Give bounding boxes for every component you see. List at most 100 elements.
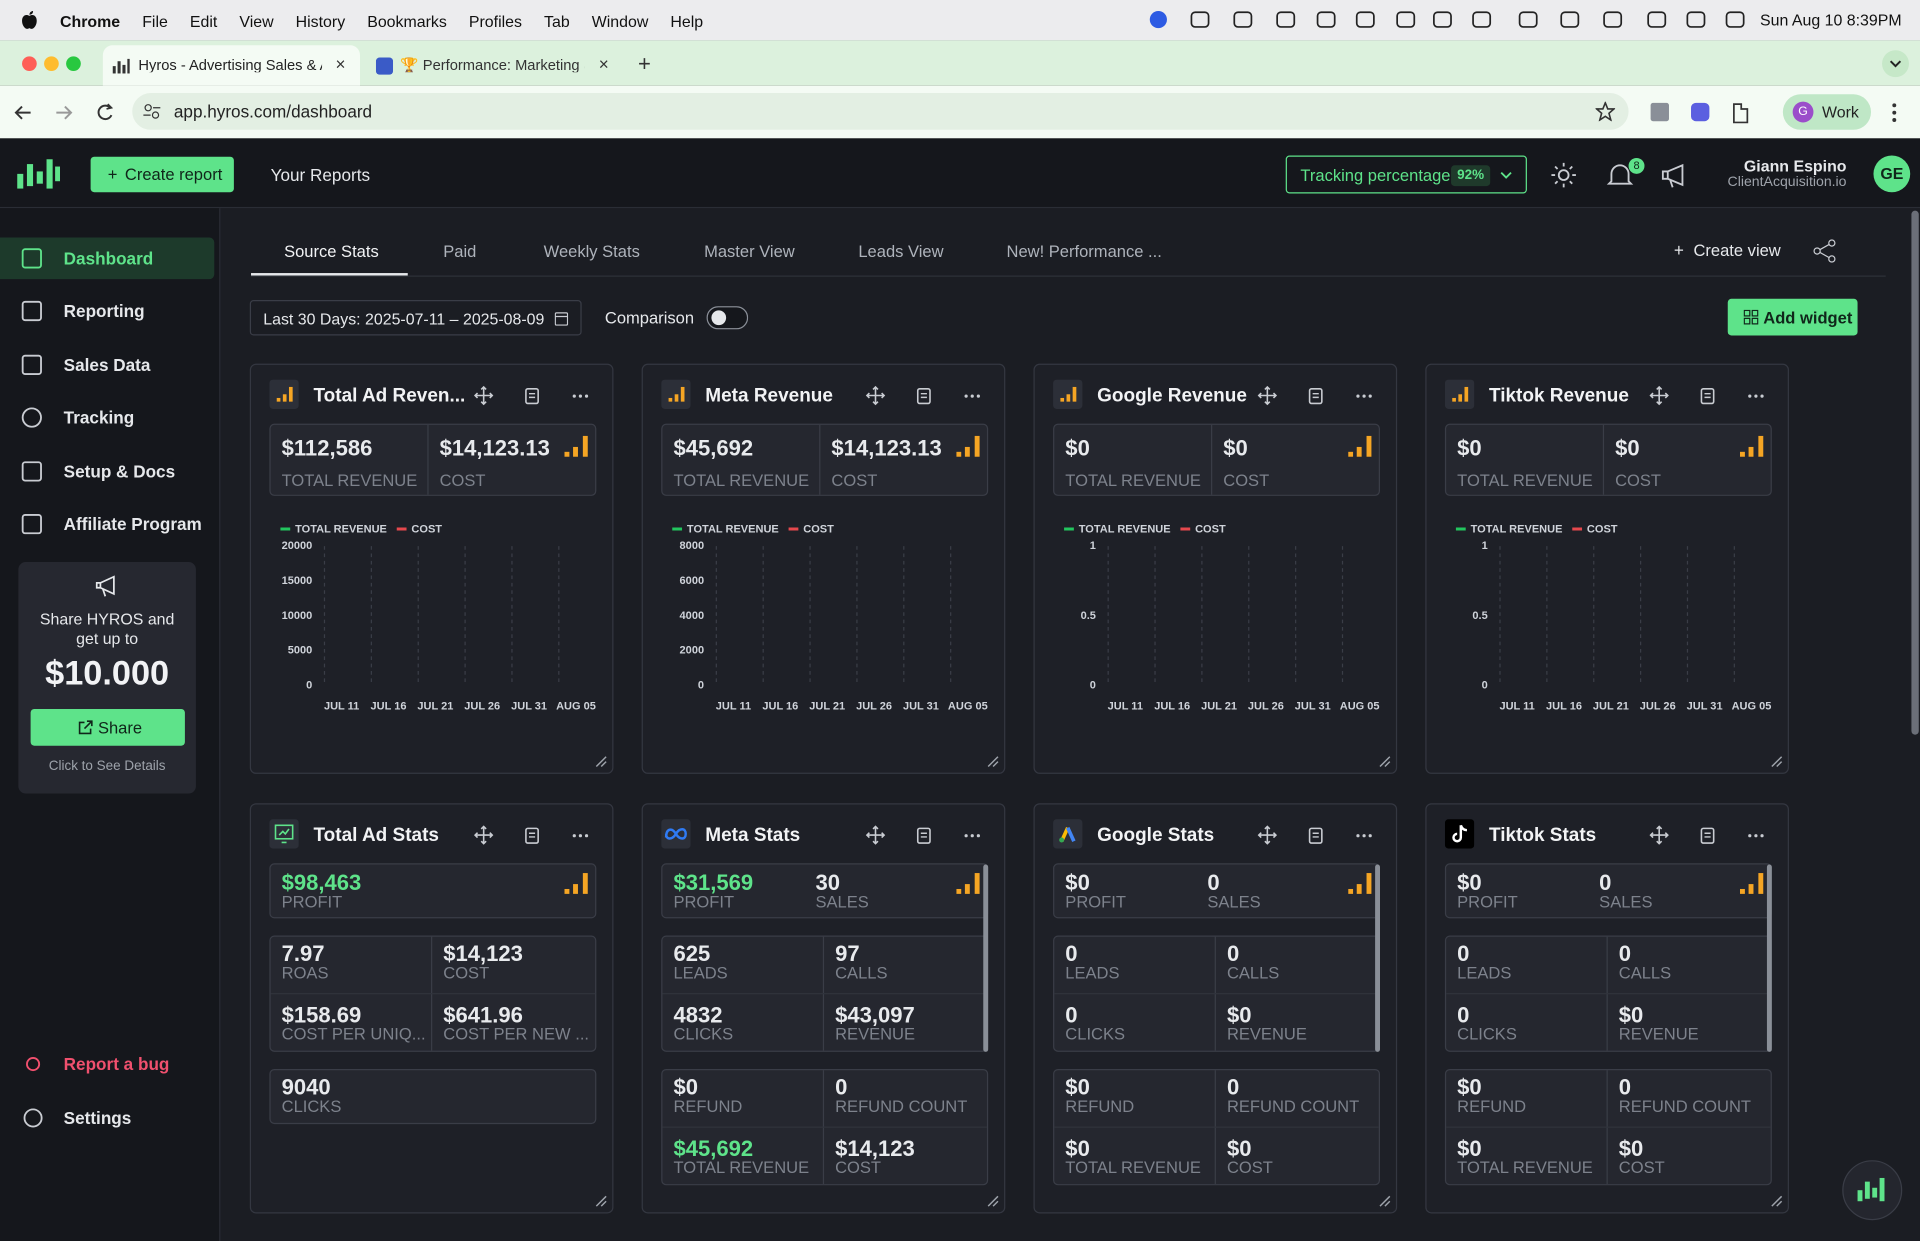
header-icons[interactable] [1550,162,1697,189]
nav-item[interactable]: Affiliate Program [0,503,214,545]
menu-dot[interactable] [970,394,974,398]
notes-icon[interactable] [1700,387,1715,405]
move-icon[interactable] [1257,825,1278,845]
notes-icon[interactable] [525,827,539,844]
resize-handle[interactable] [1769,1194,1784,1209]
menu-dot[interactable] [1356,394,1360,398]
menu-dot[interactable] [578,834,583,838]
move-icon[interactable] [473,385,494,406]
tab-search[interactable] [1881,49,1910,78]
menu-dot[interactable] [976,394,980,398]
menu-item[interactable]: File [142,12,168,31]
move-icon[interactable] [1649,825,1669,845]
date-range[interactable]: Last 30 Days: 2025-07-11 – 2025-08-09 [249,300,582,336]
menu-item[interactable]: Window [591,12,649,31]
menu-item[interactable]: Edit [189,12,218,31]
tab[interactable]: 🏆 Performance: Marketing & × [367,45,618,85]
create-view[interactable]: Create view [1693,241,1781,260]
move-icon[interactable] [865,825,886,845]
widget-tools[interactable] [471,384,593,406]
menu-item[interactable]: View [239,12,274,31]
hyros-logo[interactable] [17,159,61,191]
menu-dot[interactable] [1356,834,1360,838]
nav-item[interactable]: Sales Data [0,344,214,386]
promo-note[interactable]: Click to See Details [48,759,166,774]
move-icon[interactable] [1649,385,1669,406]
site-info[interactable] [143,103,161,120]
menu-dot[interactable] [1362,394,1366,398]
bookmark-star[interactable] [1595,101,1616,122]
menu-dot[interactable] [584,834,589,838]
omnibox[interactable]: app.hyros.com/dashboard [132,93,1629,130]
nav-item[interactable]: Dashboard [0,237,215,280]
chrome-menu[interactable] [1888,100,1900,124]
widget-tools[interactable] [1647,824,1769,846]
menu-dot[interactable] [1748,394,1752,398]
resize-handle[interactable] [986,1194,1001,1209]
tracking-percentage[interactable]: Tracking percentage 92% [1285,155,1527,194]
app-name[interactable]: Chrome [60,12,121,31]
resize-handle[interactable] [1769,754,1784,769]
share-view[interactable] [1812,239,1836,263]
active-tab[interactable]: Hyros - Advertising Sales & A × [102,45,361,86]
menu-dot[interactable] [964,834,968,838]
move-icon[interactable] [865,385,886,406]
widget-tools[interactable] [1255,384,1377,406]
nav-item[interactable]: Tracking [0,397,214,439]
resize-handle[interactable] [594,754,609,769]
nav-item[interactable]: Setup & Docs [0,451,214,493]
move-icon[interactable] [473,825,494,845]
notes-icon[interactable] [916,387,931,405]
menu-item[interactable]: History [295,12,346,31]
widget-tools[interactable] [863,384,985,406]
menu-dot[interactable] [1368,394,1372,398]
menu-item[interactable]: Profiles [468,12,522,31]
tab-close[interactable]: × [335,53,346,74]
share-button[interactable]: Share [30,708,185,746]
move-icon[interactable] [1257,385,1278,406]
your-reports[interactable]: Your Reports [270,165,371,185]
menu-dot[interactable] [1362,834,1366,838]
menu-dot[interactable] [964,394,968,398]
view-tab[interactable]: Master View [704,242,795,261]
add-widget-button[interactable]: Add widget [1727,298,1858,336]
view-tab[interactable]: Leads View [858,242,944,261]
menu-item[interactable]: Help [670,12,704,31]
nav-item[interactable]: Settings [0,1097,214,1139]
resize-handle[interactable] [594,1194,609,1209]
menu-dot[interactable] [572,394,576,398]
menu-dot[interactable] [1760,394,1764,398]
user-avatar[interactable]: GE [1873,155,1911,193]
menu-dot[interactable] [1754,834,1758,838]
menu-dot[interactable] [584,394,589,398]
menu-item[interactable]: Bookmarks [367,12,447,31]
menu-dot[interactable] [1754,394,1758,398]
menu-dot[interactable] [970,834,974,838]
widget-tools[interactable] [1255,824,1377,846]
widget-tools[interactable] [471,824,593,846]
new-tab[interactable]: + [637,51,651,76]
widget-tools[interactable] [1647,384,1769,406]
nav-buttons[interactable] [12,100,122,124]
view-tab[interactable]: Paid [443,242,477,261]
tab-close[interactable]: × [598,53,609,74]
resize-handle[interactable] [1378,1194,1393,1209]
menu-item[interactable]: Tab [544,12,570,31]
resize-handle[interactable] [1378,754,1393,769]
notes-icon[interactable] [1308,387,1323,405]
view-tab[interactable]: Source Stats [284,242,379,261]
notes-icon[interactable] [1308,827,1323,844]
floating-help[interactable] [1842,1160,1903,1221]
menu-dot[interactable] [572,834,576,838]
extensions[interactable] [1648,100,1758,124]
menu-dot[interactable] [976,834,980,838]
menu-dot[interactable] [1748,834,1752,838]
nav-item[interactable]: Reporting [0,290,214,332]
menu-dot[interactable] [1368,834,1372,838]
notes-icon[interactable] [1700,827,1715,844]
menu-dot[interactable] [578,394,583,398]
comparison-toggle[interactable] [706,306,749,330]
profile-chip[interactable]: G Work [1782,94,1872,130]
view-tab[interactable]: New! Performance ... [1006,242,1162,261]
create-report-button[interactable]: + Create report [90,156,234,193]
